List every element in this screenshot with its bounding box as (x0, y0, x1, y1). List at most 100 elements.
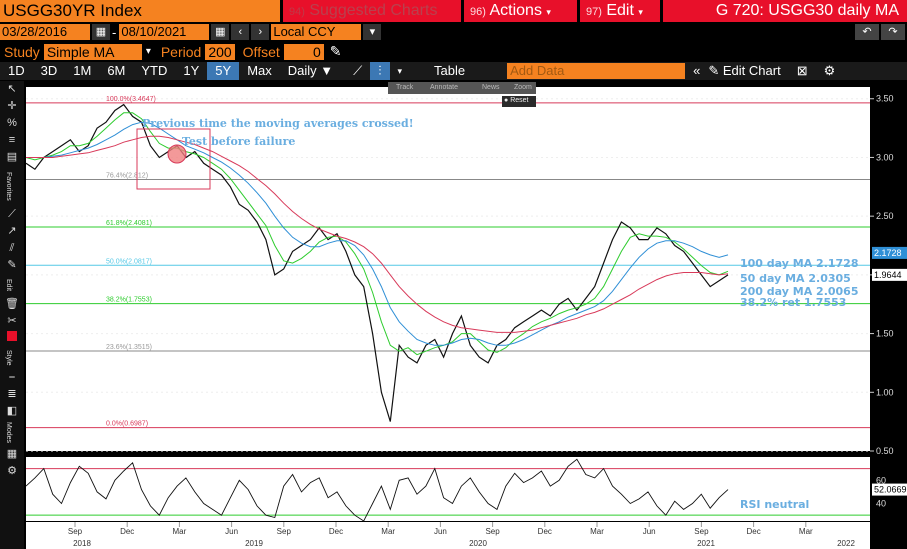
rsi-value-box (872, 483, 907, 496)
track-tool[interactable]: Track (396, 84, 414, 91)
actions-menu[interactable]: 96) Actions ▾ (464, 0, 577, 22)
ma100-value-box (872, 246, 907, 259)
offset-label: Offset (242, 43, 280, 60)
percent-icon[interactable]: % (7, 117, 17, 129)
bars-icon[interactable]: ▤ (6, 151, 18, 163)
fib-label: 38.2%(1.7553) (106, 297, 152, 304)
period-1d[interactable]: 1D (8, 63, 25, 78)
line-chart-icon[interactable]: ⟋ (353, 63, 363, 78)
period-bar: 1D 3D 1M 6M YTD 1Y 5Y Max Daily ▼ ⟋ ⫶ ▾ … (0, 62, 907, 80)
annotation-rsi: RSI neutral (740, 498, 809, 511)
x-month-label: Jun (434, 527, 447, 536)
fib-label: 50.0%(2.0817) (106, 258, 152, 265)
start-date-field[interactable]: 03/28/2016 (0, 24, 90, 40)
study-select[interactable]: Simple MA (43, 43, 142, 60)
fib-label: 23.6%(1.3515) (106, 344, 152, 351)
x-month-label: Sep (277, 527, 292, 536)
line-style-icon[interactable]: ⎯ (9, 371, 15, 383)
period-1y[interactable]: 1Y (183, 63, 200, 78)
next-arrow-icon[interactable]: › (251, 24, 270, 40)
calendar-icon[interactable]: ▦ (92, 24, 110, 40)
rsi-tick-label: 40 (876, 499, 886, 509)
zoom-tool[interactable]: Zoom (514, 84, 532, 91)
edit-chart-label: Edit Chart (722, 63, 781, 78)
toolstrip-row (388, 82, 536, 94)
chevron-down-icon[interactable]: ▾ (397, 66, 403, 76)
edit-menu[interactable]: 97) Edit ▾ (580, 0, 660, 22)
favorites-label: Favorites (5, 171, 12, 201)
redo-icon[interactable]: ↷ (881, 24, 905, 40)
undo-icon[interactable]: ↶ (855, 24, 879, 40)
x-year-label: 2021 (697, 539, 715, 548)
chevron-down-icon[interactable]: ▾ (363, 24, 382, 40)
sidebar: ↖ ✛ % ≡ ▤ Favorites ⟋ ↗ ⫽ ✎ Edit 🗑 ✂ Sty… (0, 81, 24, 549)
edit-icon[interactable]: ⊠ (796, 63, 808, 78)
ray-icon[interactable]: ↗ (7, 225, 17, 237)
period-3d[interactable]: 3D (40, 63, 58, 78)
thickness-icon[interactable]: ≣ (7, 388, 17, 400)
add-data-input[interactable]: Add Data (507, 63, 686, 79)
bar-chart-icon[interactable]: ⫶ (370, 62, 390, 80)
pencil-icon[interactable]: ✎ (7, 259, 17, 271)
currency-select[interactable]: Local CCY (271, 24, 362, 40)
series-line-2 (26, 121, 729, 346)
reset-button[interactable]: ● Reset (504, 97, 529, 104)
x-year-label: 2018 (73, 539, 91, 548)
price-value-label: 1.9644 (874, 270, 902, 280)
annotation-test: Test before failure (182, 135, 295, 148)
settings-icon[interactable]: ⚙ (7, 465, 17, 477)
annotate-tool[interactable]: Annotate (430, 84, 459, 91)
x-year-label: 2020 (469, 539, 487, 548)
x-month-label: Mar (799, 527, 813, 536)
period-1m[interactable]: 1M (73, 63, 92, 78)
style-label: Style (5, 350, 12, 366)
table-button[interactable]: Table (434, 63, 466, 78)
fib-label: 76.4%(2.812) (106, 173, 148, 180)
cursor-icon[interactable]: ↖ (7, 83, 17, 95)
chart-mode-icon[interactable]: ▦ (6, 448, 18, 460)
x-year-label: 2022 (837, 539, 855, 548)
page-title: G 720: USGG30 daily MA (663, 0, 907, 22)
frequency-select[interactable]: Daily ▼ (287, 63, 334, 78)
edit-label: Edit (606, 2, 634, 19)
crosshair-icon[interactable]: ✛ (7, 100, 17, 112)
reset-button-bg (502, 96, 536, 107)
x-month-label: Sep (485, 527, 500, 536)
end-date-field[interactable]: 08/10/2021 (119, 24, 210, 40)
color-swatch-icon[interactable] (0, 330, 24, 347)
lines-icon[interactable]: ≡ (8, 134, 16, 146)
calendar-icon[interactable]: ▦ (211, 24, 230, 40)
period-5y[interactable]: 5Y (207, 62, 240, 80)
trendline-icon[interactable]: ⟋ (8, 208, 16, 220)
y-tick-label: 2.50 (876, 211, 894, 221)
channel-icon[interactable]: ⫽ (9, 242, 15, 254)
pencil-icon[interactable]: ✎ (329, 43, 342, 59)
frequency-label: Daily (287, 63, 317, 78)
rsi-tick-label: 60 (876, 475, 886, 485)
x-month-label: Dec (120, 527, 134, 536)
chevron-down-icon[interactable]: ▾ (145, 46, 151, 57)
x-axis-background (26, 522, 870, 549)
crossover-marker (167, 144, 187, 164)
annotation-ma200: 200 day MA 2.0065 (740, 285, 859, 298)
offset-field[interactable]: 0 (283, 43, 324, 60)
gear-icon[interactable]: ⚙ (823, 63, 836, 78)
cut-icon[interactable]: ✂ (7, 315, 17, 327)
prev-arrow-icon[interactable]: ‹ (231, 24, 250, 40)
y-tick-label: 1.00 (876, 387, 894, 397)
trash-icon[interactable]: 🗑 (5, 298, 19, 310)
edit-chart-button[interactable]: ✎ Edit Chart (708, 62, 788, 80)
period-field[interactable]: 200 (205, 43, 235, 60)
period-ytd[interactable]: YTD (141, 63, 168, 78)
period-max[interactable]: Max (247, 63, 272, 78)
ticker-field[interactable]: USGG30YR Index (0, 0, 280, 22)
collapse-icon[interactable]: « (693, 63, 701, 78)
study-bar: Study Simple MA ▾ Period 200 Offset 0 ✎ (0, 42, 907, 61)
chart-area[interactable]: 3.503.002.502.001.501.000.50 100.0%(3.46… (0, 81, 907, 549)
news-tool[interactable]: News (482, 84, 500, 91)
suggested-charts-button[interactable]: 94) Suggested Charts (283, 0, 461, 22)
opacity-icon[interactable]: ◧ (6, 405, 18, 417)
period-6m[interactable]: 6M (107, 63, 126, 78)
ma100-value-label: 2.1728 (874, 248, 902, 258)
period-label: Period (160, 43, 202, 60)
